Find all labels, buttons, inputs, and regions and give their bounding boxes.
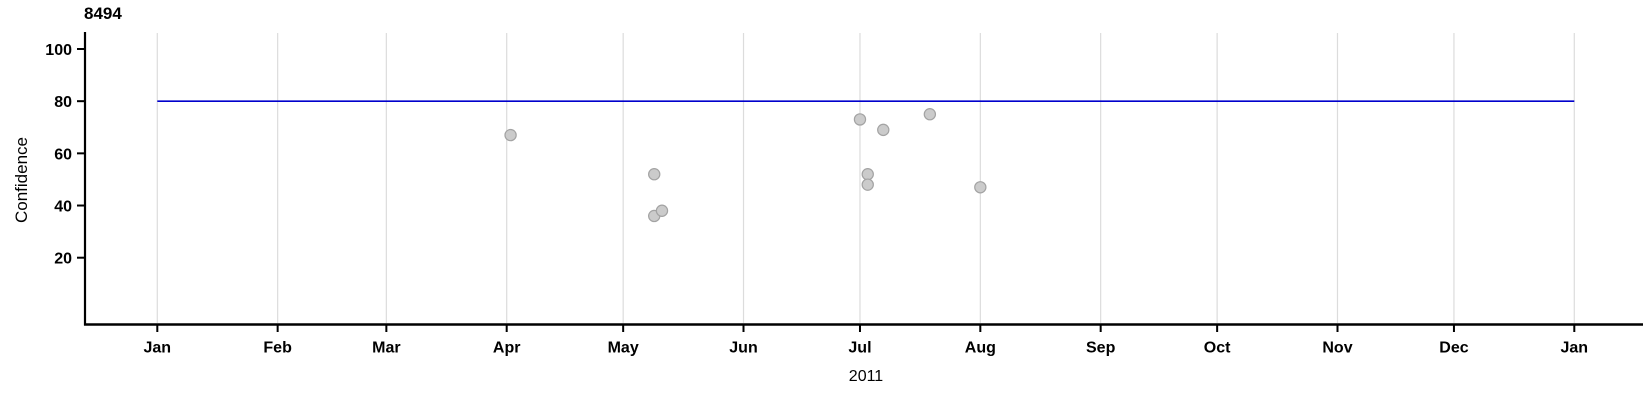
y-tick-label: 80	[54, 94, 72, 111]
y-tick-label: 20	[54, 251, 72, 268]
x-tick-label: Feb	[263, 340, 292, 357]
chart-title: 8494	[84, 4, 122, 23]
data-point	[648, 168, 661, 181]
x-tick-label: Aug	[965, 340, 996, 357]
x-tick-label: Jan	[1561, 340, 1589, 357]
y-tick-label: 60	[54, 146, 72, 163]
x-tick-label: Mar	[372, 340, 400, 357]
x-tick-label: Jun	[729, 340, 757, 357]
x-tick-label: Dec	[1439, 340, 1468, 357]
x-tick-label: Nov	[1322, 340, 1352, 357]
data-point	[504, 128, 517, 142]
x-tick-label: May	[608, 340, 639, 357]
data-point	[974, 181, 987, 194]
data-point	[655, 204, 669, 217]
y-tick-label: 100	[45, 42, 72, 59]
data-point	[861, 178, 874, 191]
data-point	[877, 123, 890, 137]
x-tick-label: Apr	[493, 340, 521, 357]
data-point	[861, 168, 874, 181]
x-tick-label: Jan	[144, 340, 172, 357]
x-axis-title: 2011	[848, 368, 884, 385]
x-tick-label: Oct	[1204, 340, 1231, 357]
data-point	[923, 108, 937, 121]
y-tick-label: 40	[54, 199, 72, 216]
data-point	[853, 113, 867, 126]
x-tick-label: Sep	[1086, 340, 1116, 357]
x-tick-label: Jul	[848, 340, 871, 357]
